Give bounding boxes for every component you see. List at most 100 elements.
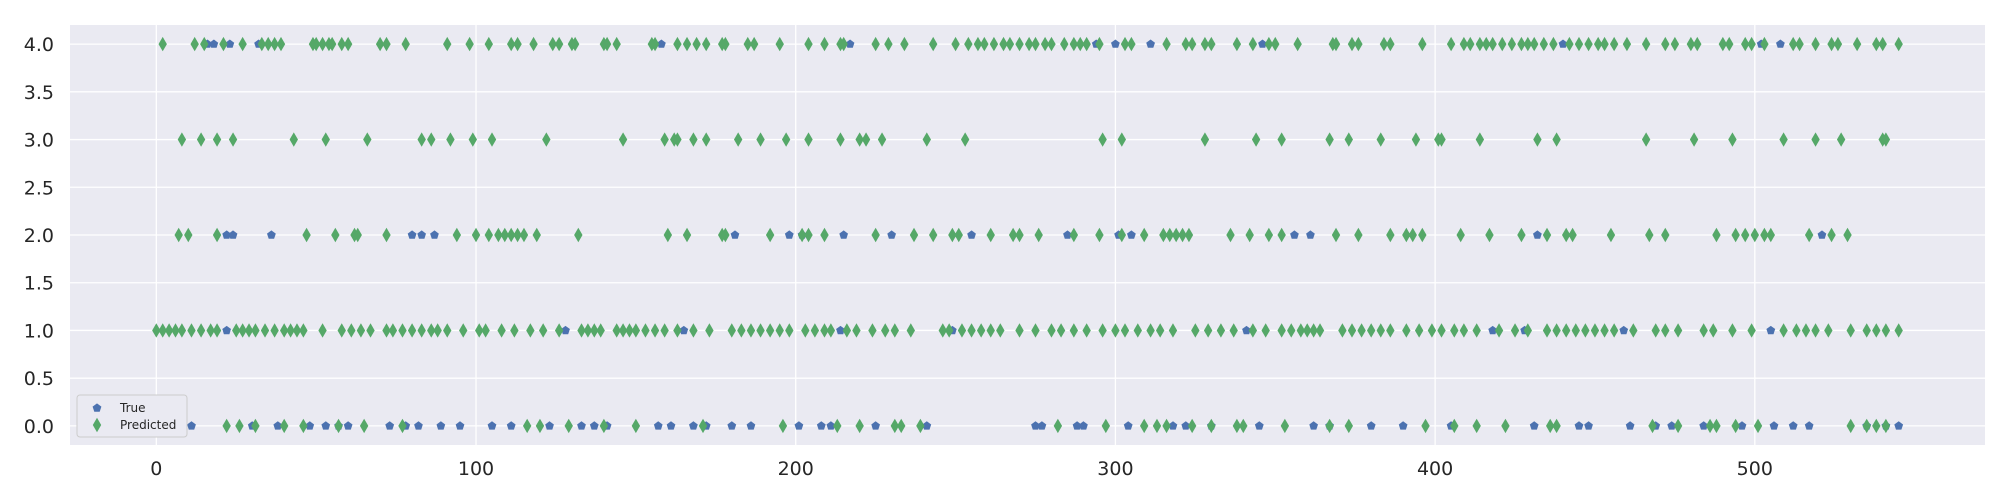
predicted-point <box>1293 36 1302 52</box>
true-point <box>826 421 836 430</box>
predicted-point <box>1552 418 1561 434</box>
true-point <box>1123 421 1133 430</box>
predicted-point <box>1082 323 1091 338</box>
true-point <box>1242 325 1251 335</box>
predicted-point <box>1862 418 1871 434</box>
predicted-point <box>1264 227 1274 243</box>
true-point <box>414 421 423 430</box>
predicted-point <box>443 36 452 52</box>
true-point <box>1894 421 1904 430</box>
predicted-point <box>1466 36 1475 52</box>
predicted-point <box>1581 323 1590 338</box>
predicted-point <box>1609 36 1619 52</box>
predicted-point <box>564 418 573 434</box>
predicted-point <box>836 132 845 147</box>
predicted-point <box>884 36 893 52</box>
predicted-point <box>299 323 308 338</box>
predicted-point <box>1229 323 1238 338</box>
true-point <box>589 421 599 430</box>
predicted-point <box>1245 227 1254 243</box>
predicted-point <box>574 227 583 243</box>
predicted-point <box>398 418 407 434</box>
predicted-point <box>1766 227 1776 243</box>
predicted-point <box>1593 36 1603 52</box>
predicted-point <box>1139 418 1149 434</box>
predicted-point <box>1824 323 1833 338</box>
predicted-point <box>1747 323 1756 338</box>
x-tick-label: 400 <box>1417 458 1453 480</box>
predicted-point <box>1459 36 1469 52</box>
predicted-point <box>980 36 989 52</box>
predicted-point <box>1456 227 1465 243</box>
true-point <box>1146 39 1155 48</box>
predicted-point <box>1277 227 1286 243</box>
true-point <box>1769 421 1779 430</box>
true-point <box>845 39 855 48</box>
predicted-point <box>1331 36 1341 52</box>
true-point <box>487 421 497 430</box>
true-point <box>657 39 666 48</box>
predicted-point <box>1517 227 1526 243</box>
predicted-point <box>1187 418 1197 434</box>
true-point <box>1111 39 1120 48</box>
predicted-point <box>506 36 516 52</box>
predicted-point <box>196 132 206 147</box>
predicted-point <box>1846 323 1855 338</box>
predicted-point <box>1031 36 1040 52</box>
predicted-point <box>276 36 286 52</box>
predicted-point <box>1264 36 1274 52</box>
predicted-point <box>1872 418 1881 434</box>
predicted-point <box>1482 36 1491 52</box>
predicted-point <box>1552 323 1561 338</box>
predicted-point <box>1376 132 1385 147</box>
true-point <box>187 421 196 430</box>
predicted-point <box>839 36 848 52</box>
predicted-point <box>1165 227 1174 243</box>
predicted-point <box>756 132 765 147</box>
true-point <box>545 421 554 430</box>
predicted-point <box>1152 418 1162 434</box>
predicted-point <box>1015 227 1024 243</box>
true-point <box>385 421 395 430</box>
predicted-point <box>1811 323 1820 338</box>
predicted-point <box>727 323 736 338</box>
predicted-point <box>1565 36 1574 52</box>
true-point <box>1072 421 1082 430</box>
predicted-point <box>797 227 807 243</box>
predicted-point <box>1792 323 1801 338</box>
predicted-point <box>1248 323 1258 338</box>
predicted-point <box>631 323 641 338</box>
predicted-point <box>660 323 669 338</box>
predicted-point <box>302 227 311 243</box>
y-tick-label: 2.0 <box>24 225 54 247</box>
predicted-point <box>1475 36 1485 52</box>
predicted-point <box>1427 323 1437 338</box>
true-point <box>1584 421 1593 430</box>
predicted-point <box>1846 418 1855 434</box>
predicted-point <box>733 132 743 147</box>
predicted-point <box>494 227 503 243</box>
predicted-point <box>737 323 746 338</box>
predicted-point <box>596 323 605 338</box>
predicted-point <box>1239 418 1248 434</box>
predicted-point <box>673 36 682 52</box>
predicted-point <box>279 323 289 338</box>
predicted-point <box>468 132 478 147</box>
predicted-point <box>484 227 494 243</box>
predicted-point <box>1271 36 1280 52</box>
predicted-point <box>366 323 375 338</box>
predicted-point <box>1673 418 1683 434</box>
true-point <box>321 421 331 430</box>
predicted-point <box>954 227 963 243</box>
predicted-point <box>363 132 372 147</box>
true-point <box>1529 421 1539 430</box>
predicted-point <box>1347 36 1357 52</box>
predicted-point <box>212 227 222 243</box>
predicted-point <box>158 36 167 52</box>
predicted-point <box>1705 418 1715 434</box>
predicted-point <box>459 323 468 338</box>
predicted-point <box>765 227 775 243</box>
true-point <box>1366 421 1376 430</box>
y-tick-label: 1.0 <box>24 320 54 342</box>
